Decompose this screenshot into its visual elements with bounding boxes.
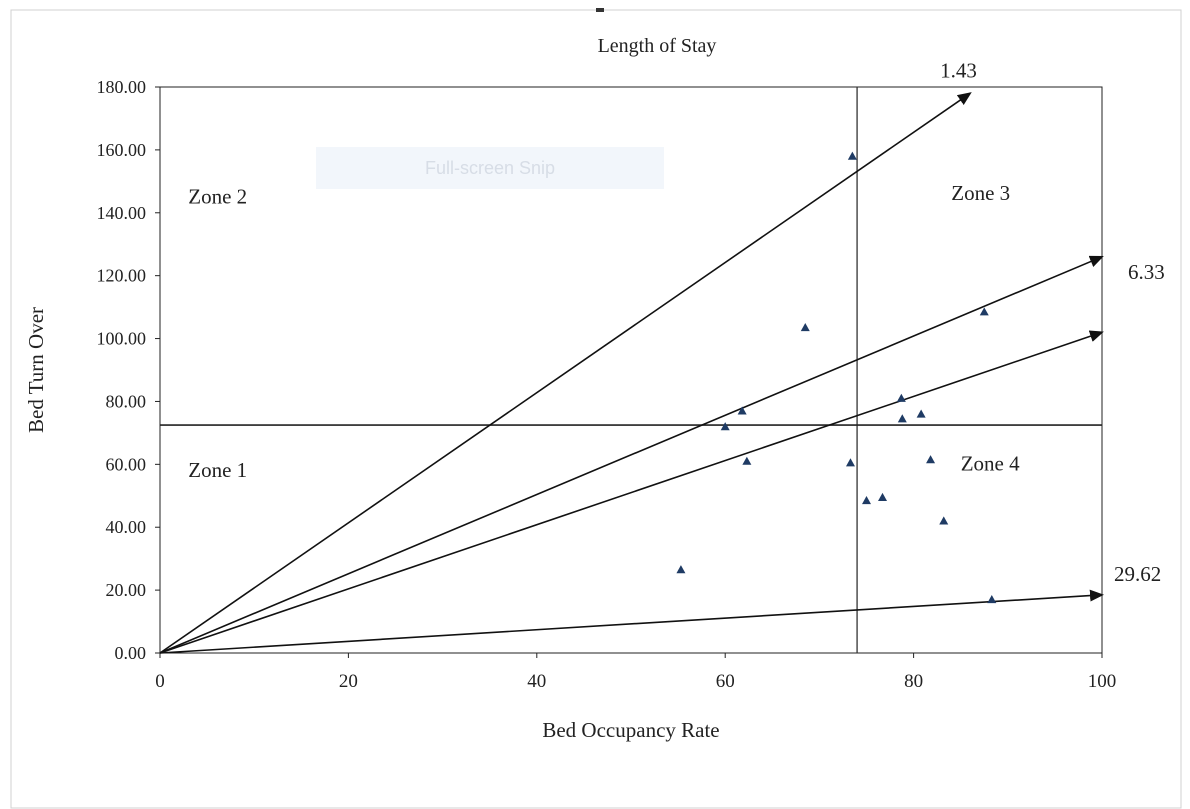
y-tick-label: 120.00 bbox=[97, 266, 147, 286]
y-tick-label: 140.00 bbox=[97, 203, 147, 223]
y-tick-label: 180.00 bbox=[97, 77, 147, 97]
reference-line bbox=[159, 92, 972, 654]
reference-line bbox=[159, 330, 1104, 654]
y-tick-label: 20.00 bbox=[106, 580, 147, 600]
x-tick-label: 100 bbox=[1088, 671, 1117, 692]
x-tick-label: 60 bbox=[716, 671, 735, 692]
x-tick-label: 20 bbox=[339, 671, 358, 692]
data-point bbox=[987, 595, 997, 604]
reference-line-label: 29.62 bbox=[1114, 562, 1161, 586]
y-tick-label: 0.00 bbox=[115, 643, 147, 663]
data-point bbox=[926, 455, 936, 464]
x-tick-label: 0 bbox=[155, 671, 165, 692]
data-point bbox=[676, 565, 686, 574]
y-tick-label: 100.00 bbox=[97, 329, 147, 349]
zone-label: Zone 1 bbox=[188, 458, 247, 482]
x-axis-ticks: 0 20 40 60 80 100 bbox=[155, 653, 1116, 692]
data-point bbox=[862, 495, 871, 505]
chart-title: Length of Stay bbox=[598, 35, 717, 57]
data-point bbox=[737, 406, 747, 415]
data-point bbox=[939, 516, 949, 525]
reference-line bbox=[159, 589, 1104, 654]
zone-label: Zone 3 bbox=[951, 181, 1010, 205]
x-tick-label: 40 bbox=[527, 671, 546, 692]
reference-line-label: 6.33 bbox=[1128, 260, 1165, 284]
y-tick-label: 80.00 bbox=[106, 391, 147, 411]
data-point bbox=[878, 492, 888, 501]
data-point bbox=[896, 393, 906, 402]
reference-line bbox=[159, 255, 1104, 654]
top-marker bbox=[596, 8, 604, 12]
x-axis-label: Bed Occupancy Rate bbox=[542, 718, 719, 742]
reference-lines: 1.43 6.33 29.62 bbox=[159, 58, 1165, 654]
y-tick-label: 160.00 bbox=[97, 140, 147, 160]
data-point bbox=[800, 323, 810, 332]
zone-labels: Zone 1 Zone 2 Zone 3 Zone 4 bbox=[188, 181, 1020, 482]
y-axis-ticks: 0.00 20.00 40.00 60.00 80.00 100.00 120.00 140.… bbox=[97, 77, 160, 663]
full-screen-snip-overlay: Full-screen Snip bbox=[316, 147, 664, 189]
data-point bbox=[979, 307, 989, 316]
y-tick-label: 60.00 bbox=[106, 454, 147, 474]
data-point bbox=[720, 422, 730, 431]
data-point bbox=[845, 458, 855, 467]
x-tick-label: 80 bbox=[904, 671, 923, 692]
data-points bbox=[676, 151, 997, 604]
data-point bbox=[897, 414, 907, 423]
data-point bbox=[847, 151, 857, 160]
y-axis-label: Bed Turn Over bbox=[24, 307, 48, 433]
zone-label: Zone 4 bbox=[961, 452, 1020, 476]
zone-label: Zone 2 bbox=[188, 184, 247, 208]
y-tick-label: 40.00 bbox=[106, 517, 147, 537]
data-point bbox=[742, 456, 752, 465]
data-point bbox=[916, 409, 926, 418]
reference-line-label: 1.43 bbox=[940, 58, 977, 82]
threshold-lines bbox=[160, 87, 1102, 653]
